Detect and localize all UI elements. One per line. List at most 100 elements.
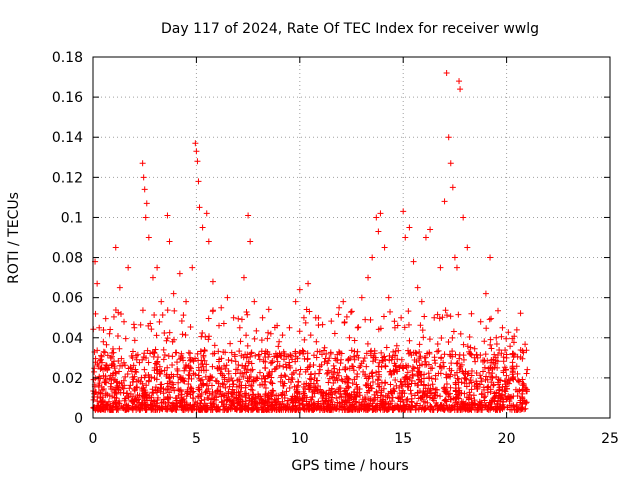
data-point xyxy=(119,384,126,391)
data-point xyxy=(517,310,524,317)
data-point xyxy=(130,362,137,369)
data-point xyxy=(333,395,340,402)
data-point xyxy=(300,348,307,355)
data-point xyxy=(344,391,351,398)
data-point xyxy=(458,361,465,368)
data-point xyxy=(378,389,385,396)
data-point xyxy=(169,362,176,369)
data-point xyxy=(396,364,403,371)
data-point xyxy=(205,395,212,402)
data-point xyxy=(222,349,229,356)
data-point xyxy=(164,335,171,342)
data-point xyxy=(241,403,248,410)
y-tick-label: 0 xyxy=(74,411,83,427)
data-point xyxy=(160,346,167,353)
data-point xyxy=(175,379,182,386)
data-point xyxy=(238,382,245,389)
data-point xyxy=(509,374,516,381)
data-point xyxy=(463,376,470,383)
data-point xyxy=(131,386,138,393)
data-point xyxy=(195,393,202,400)
data-point xyxy=(164,364,171,371)
data-point xyxy=(477,375,484,382)
data-point xyxy=(236,378,243,385)
data-point xyxy=(215,348,222,355)
data-point xyxy=(133,356,140,363)
data-point xyxy=(161,329,168,336)
data-point xyxy=(169,338,176,345)
data-point xyxy=(316,366,323,373)
data-point xyxy=(256,356,263,363)
data-point xyxy=(313,338,320,345)
data-point xyxy=(328,318,335,325)
data-point xyxy=(170,381,177,388)
data-point xyxy=(164,406,171,413)
data-point xyxy=(231,406,238,413)
data-point xyxy=(383,344,390,351)
data-point xyxy=(346,334,353,341)
data-point xyxy=(238,352,245,359)
data-point xyxy=(429,381,436,388)
data-point xyxy=(487,336,494,343)
data-point xyxy=(474,354,481,361)
data-point xyxy=(180,396,187,403)
data-point xyxy=(242,384,249,391)
data-point xyxy=(194,393,201,400)
x-tick-label: 5 xyxy=(192,431,201,447)
data-point xyxy=(208,404,215,411)
data-point xyxy=(408,377,415,384)
data-point xyxy=(483,325,490,332)
data-point xyxy=(131,324,138,331)
data-point xyxy=(198,381,205,388)
data-point xyxy=(449,334,456,341)
data-point xyxy=(402,234,409,241)
data-point xyxy=(205,333,212,340)
data-point xyxy=(100,338,107,345)
data-point xyxy=(422,361,429,368)
data-point xyxy=(178,318,185,325)
data-point xyxy=(398,314,405,321)
data-point xyxy=(524,366,531,373)
data-point xyxy=(360,368,367,375)
data-point xyxy=(417,353,424,360)
data-point xyxy=(262,358,269,365)
data-point xyxy=(344,379,351,386)
data-point xyxy=(493,341,500,348)
data-point xyxy=(418,371,425,378)
data-point xyxy=(196,386,203,393)
data-point xyxy=(91,365,98,372)
data-point xyxy=(471,345,478,352)
data-point xyxy=(198,397,205,404)
data-point xyxy=(354,386,361,393)
data-point xyxy=(351,348,358,355)
data-point xyxy=(126,385,133,392)
data-point xyxy=(136,359,143,366)
data-point xyxy=(488,379,495,386)
data-point xyxy=(292,298,299,305)
data-point xyxy=(227,404,234,411)
data-point xyxy=(225,357,232,364)
data-point xyxy=(432,360,439,367)
data-point xyxy=(246,374,253,381)
data-point xyxy=(305,280,312,287)
data-point xyxy=(454,375,461,382)
data-point xyxy=(455,385,462,392)
data-point xyxy=(322,355,329,362)
data-point xyxy=(211,342,218,349)
data-point xyxy=(408,398,415,405)
data-point xyxy=(484,405,491,412)
data-point xyxy=(207,373,214,380)
data-point xyxy=(353,394,360,401)
data-point xyxy=(143,354,150,361)
data-point xyxy=(178,355,185,362)
data-point xyxy=(151,375,158,382)
data-point xyxy=(415,368,422,375)
data-point xyxy=(91,394,98,401)
data-point xyxy=(143,382,150,389)
data-point xyxy=(392,402,399,409)
data-point xyxy=(452,381,459,388)
data-point xyxy=(141,186,148,193)
data-point xyxy=(482,290,489,297)
data-point xyxy=(225,388,232,395)
data-point xyxy=(375,377,382,384)
